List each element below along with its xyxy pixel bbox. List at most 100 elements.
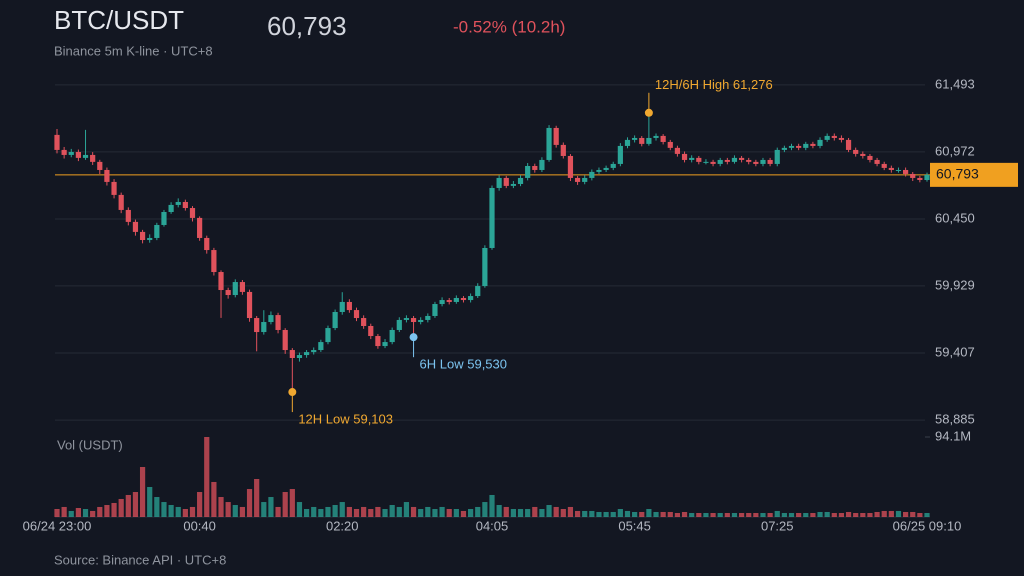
candle-body — [831, 135, 837, 138]
candle-body — [924, 174, 930, 181]
annotation-marker — [288, 388, 297, 397]
candle-body — [82, 154, 89, 158]
volume-bar — [218, 497, 224, 517]
chart-title: BTC/USDT — [54, 5, 184, 35]
candle-body — [617, 145, 623, 164]
candle-body — [632, 137, 638, 140]
volume-bar — [767, 513, 773, 517]
annotation-label: 12H/6H High 61,276 — [655, 77, 773, 92]
candle-body — [824, 135, 830, 140]
candle-body — [496, 177, 502, 188]
volume-bar — [346, 506, 352, 517]
volume-bar — [104, 505, 110, 517]
volume-label: Vol (USDT) — [57, 437, 123, 452]
volume-bar — [860, 513, 866, 517]
volume-bar — [924, 513, 930, 517]
volume-bar — [132, 492, 139, 517]
candle-body — [510, 183, 516, 186]
candle-body — [596, 169, 602, 172]
volume-bar — [781, 513, 787, 517]
volume-bar — [703, 513, 709, 517]
volume-bar — [82, 509, 89, 517]
volume-bar — [724, 513, 730, 517]
candle-body — [182, 201, 188, 209]
candle-body — [767, 159, 773, 164]
volume-bar — [460, 510, 467, 517]
candle-body — [867, 155, 873, 160]
y-tick-label: 60,972 — [935, 143, 975, 158]
candle-body — [489, 187, 495, 248]
candle-body — [147, 237, 153, 241]
volume-bar — [446, 509, 452, 517]
candle-body — [895, 169, 902, 171]
candle-body — [275, 315, 281, 330]
candle-body — [689, 157, 695, 160]
volume-bar — [731, 513, 738, 517]
volume-bar — [546, 505, 552, 517]
volume-bar — [161, 502, 167, 517]
volume-bar — [439, 506, 445, 517]
candle-body — [168, 204, 174, 213]
candle-body — [175, 201, 181, 205]
volume-bar — [910, 511, 916, 517]
volume-bar — [282, 492, 288, 517]
candle-body — [781, 147, 787, 150]
x-tick-label: 00:40 — [183, 518, 216, 533]
x-tick-label: 07:25 — [761, 518, 794, 533]
volume-bar — [403, 502, 410, 517]
volume-bar — [125, 494, 131, 517]
volume-bar — [332, 505, 338, 517]
volume-bar — [603, 511, 609, 517]
volume-bar — [189, 506, 196, 517]
candle-body — [475, 286, 481, 297]
candle-body — [589, 171, 595, 178]
volume-bar — [396, 506, 402, 517]
candle-body — [396, 319, 402, 330]
volume-bar — [303, 509, 310, 517]
candle-body — [703, 161, 709, 163]
candle-body — [75, 151, 81, 158]
y-tick-label: 58,885 — [935, 412, 975, 427]
candle-body — [361, 318, 367, 326]
candle-body — [874, 159, 880, 164]
volume-bar — [432, 509, 438, 517]
candle-body — [282, 329, 288, 351]
candle-body — [239, 282, 246, 292]
volume-bar — [389, 505, 395, 517]
candle-body — [332, 311, 338, 329]
volume-bar — [175, 506, 181, 517]
candle-body — [753, 161, 759, 164]
candle-body — [61, 149, 67, 155]
y-tick-label: 59,929 — [935, 277, 975, 292]
candle-body — [917, 177, 923, 181]
volume-bar — [382, 509, 388, 517]
candle-body — [389, 329, 395, 343]
candle-body — [860, 153, 866, 156]
candle-body — [653, 135, 659, 138]
y-tick-label: 59,407 — [935, 344, 975, 359]
volume-bar — [246, 489, 253, 517]
candle-body — [674, 147, 681, 154]
last-price-tag — [930, 162, 1018, 187]
candle-body — [517, 177, 524, 184]
volume-bar — [54, 509, 60, 517]
source-note: Source: Binance API · UTC+8 — [54, 552, 226, 567]
candle-body — [881, 163, 887, 168]
candle-body — [660, 135, 666, 142]
candle-body — [731, 157, 738, 162]
candle-body — [738, 157, 745, 160]
volume-bar — [468, 509, 474, 517]
candle-body — [90, 154, 96, 162]
volume-bar — [831, 513, 837, 517]
volume-bar — [361, 506, 367, 517]
y-tick-label: 61,493 — [935, 76, 975, 91]
volume-bar — [204, 437, 210, 517]
volume-bar — [696, 513, 702, 517]
candle-body — [204, 237, 210, 251]
volume-bar — [275, 506, 281, 517]
candle-body — [610, 163, 616, 168]
volume-bar — [653, 511, 659, 517]
volume-bar — [746, 513, 752, 517]
volume-bar — [75, 507, 81, 517]
candle-body — [667, 141, 673, 148]
